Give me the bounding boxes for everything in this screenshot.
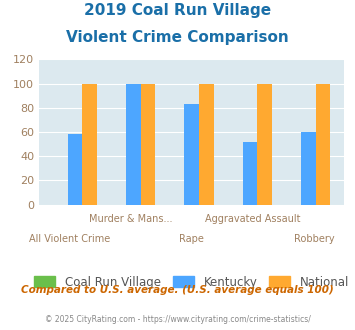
Text: Robbery: Robbery xyxy=(294,234,334,244)
Text: © 2025 CityRating.com - https://www.cityrating.com/crime-statistics/: © 2025 CityRating.com - https://www.city… xyxy=(45,315,310,324)
Bar xyxy=(184,104,199,205)
Bar xyxy=(126,83,141,205)
Bar xyxy=(82,83,97,205)
Bar xyxy=(257,83,272,205)
Text: Violent Crime Comparison: Violent Crime Comparison xyxy=(66,30,289,45)
Text: Murder & Mans...: Murder & Mans... xyxy=(89,214,173,224)
Text: Compared to U.S. average. (U.S. average equals 100): Compared to U.S. average. (U.S. average … xyxy=(21,285,334,295)
Text: All Violent Crime: All Violent Crime xyxy=(29,234,110,244)
Text: Rape: Rape xyxy=(179,234,204,244)
Text: Aggravated Assault: Aggravated Assault xyxy=(205,214,301,224)
Bar xyxy=(199,83,214,205)
Bar xyxy=(243,142,257,205)
Bar xyxy=(141,83,155,205)
Bar xyxy=(316,83,331,205)
Bar xyxy=(67,134,82,205)
Text: 2019 Coal Run Village: 2019 Coal Run Village xyxy=(84,3,271,18)
Bar xyxy=(301,132,316,205)
Legend: Coal Run Village, Kentucky, National: Coal Run Village, Kentucky, National xyxy=(34,276,349,289)
